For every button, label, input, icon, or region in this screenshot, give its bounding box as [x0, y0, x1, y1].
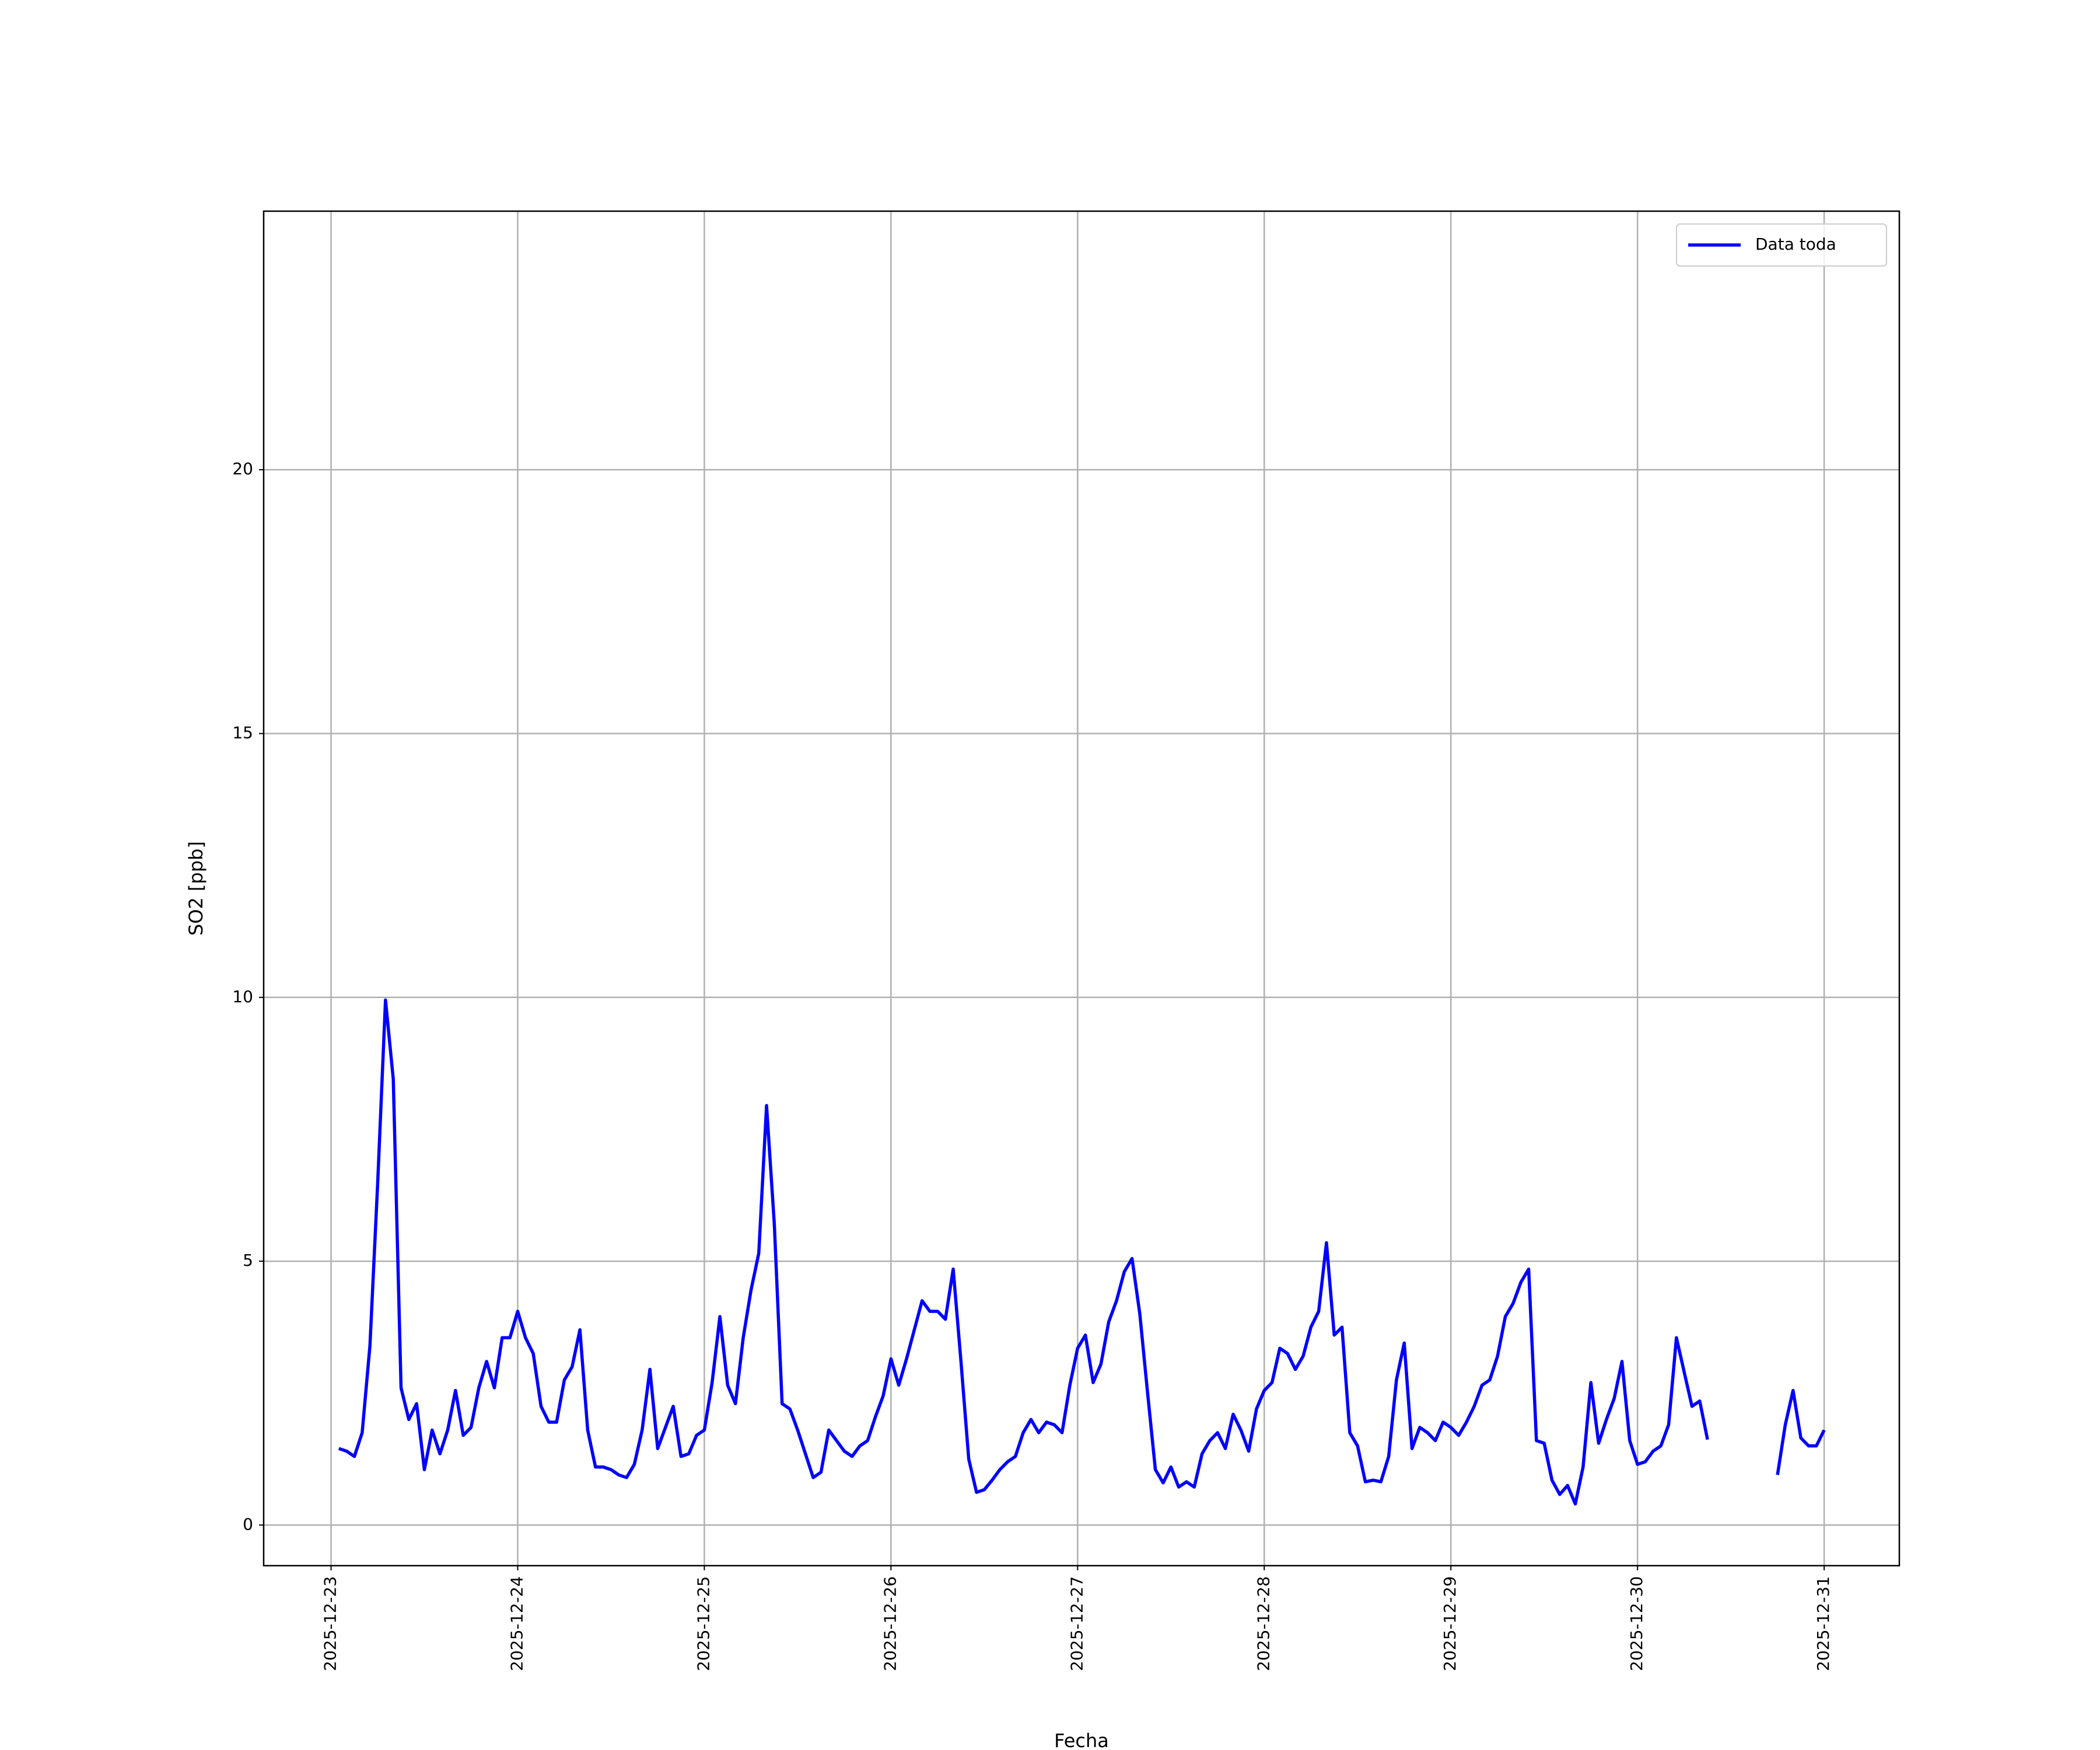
x-tick-label: 2025-12-30: [1627, 1576, 1646, 1671]
x-tick-label: 2025-12-31: [1814, 1576, 1833, 1671]
x-tick-label: 2025-12-29: [1440, 1576, 1460, 1671]
y-tick-label: 20: [232, 459, 253, 478]
legend-box: [1676, 223, 1887, 267]
y-tick-label: 5: [243, 1251, 253, 1270]
data-line: [338, 998, 1826, 1506]
y-tick-label: 10: [232, 987, 253, 1006]
y-tick-label: 0: [243, 1514, 253, 1534]
x-axis-label: Fecha: [1054, 1730, 1109, 1750]
y-tick-label: 15: [232, 723, 253, 743]
x-tick-label: 2025-12-27: [1067, 1576, 1086, 1671]
plot-frame: [262, 210, 1901, 1567]
x-tick-label: 2025-12-24: [507, 1576, 526, 1671]
x-tick-label: 2025-12-28: [1254, 1576, 1273, 1671]
x-tick-label: 2025-12-23: [321, 1576, 340, 1671]
legend-label: Data toda: [1755, 235, 1836, 254]
x-tick-label: 2025-12-25: [694, 1576, 713, 1671]
x-tick-label: 2025-12-26: [880, 1576, 900, 1671]
y-axis-label: SO2 [ppb]: [185, 841, 207, 936]
